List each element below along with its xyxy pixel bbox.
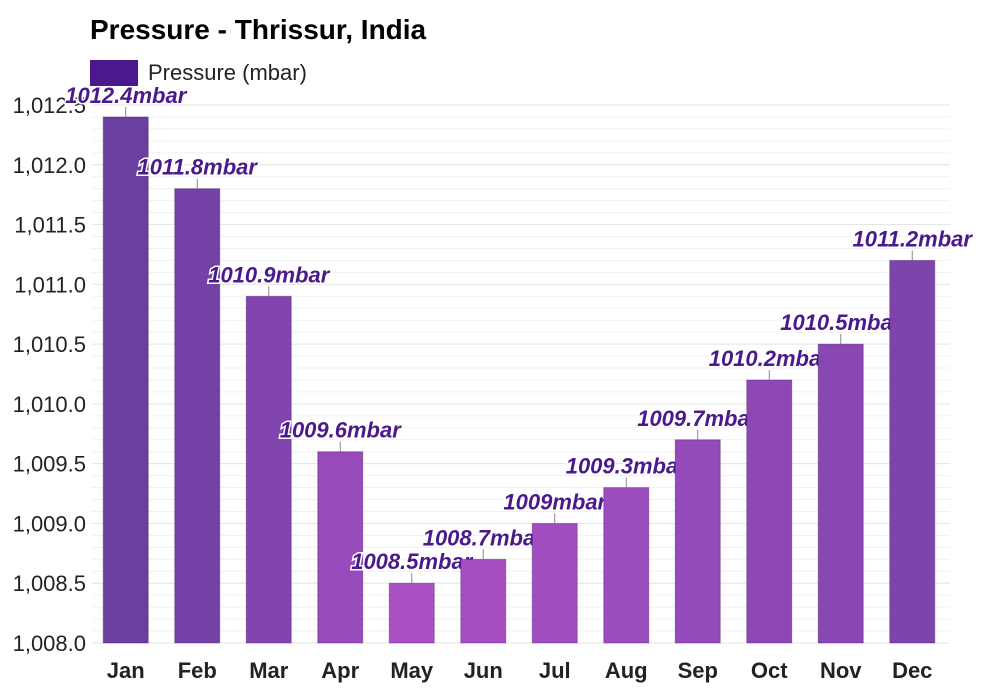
data-label: 1008.5mbar <box>351 549 474 574</box>
x-tick-label: Dec <box>892 658 932 683</box>
data-label: 1010.2mbar <box>709 346 832 371</box>
x-tick-label: Mar <box>249 658 289 683</box>
x-tick-label: Jun <box>464 658 503 683</box>
data-label: 1009.3mbar <box>566 454 689 479</box>
bar-jul <box>531 522 578 644</box>
bar-sep <box>674 439 721 644</box>
x-tick-label: Nov <box>820 658 862 683</box>
y-tick-label: 1,009.0 <box>13 511 86 536</box>
bar-feb <box>174 188 221 644</box>
y-tick-label: 1,008.5 <box>13 571 86 596</box>
data-label: 1009mbar <box>503 489 607 514</box>
bar-nov <box>817 343 864 644</box>
y-tick-label: 1,008.0 <box>13 631 86 656</box>
bar-apr <box>317 451 364 644</box>
y-tick-label: 1,010.5 <box>13 332 86 357</box>
bar-oct <box>746 379 793 644</box>
x-tick-label: Aug <box>605 658 648 683</box>
chart-title: Pressure - Thrissur, India <box>90 14 427 45</box>
bar-aug <box>603 487 650 644</box>
data-label: 1010.9mbar <box>208 262 331 287</box>
data-label: 1010.5mbar <box>780 310 903 335</box>
x-tick-label: Jul <box>539 658 571 683</box>
data-label: 1008.7mbar <box>423 525 546 550</box>
legend[interactable]: Pressure (mbar) <box>90 60 307 86</box>
bar-dec <box>889 259 936 644</box>
data-label: 1009.6mbar <box>280 418 403 443</box>
bar-mar <box>245 295 292 644</box>
x-tick-label: Jan <box>107 658 145 683</box>
data-label: 1012.4mbar <box>65 83 188 108</box>
x-tick-label: Oct <box>751 658 788 683</box>
legend-label: Pressure (mbar) <box>148 60 307 85</box>
y-tick-label: 1,009.5 <box>13 452 86 477</box>
bar-jun <box>460 558 507 644</box>
x-tick-label: Sep <box>678 658 718 683</box>
bar-jan <box>102 116 149 644</box>
x-tick-label: May <box>390 658 434 683</box>
y-tick-label: 1,012.5 <box>13 93 86 118</box>
data-label: 1011.8mbar <box>138 155 259 180</box>
x-tick-label: Apr <box>321 658 359 683</box>
y-tick-label: 1,012.0 <box>13 153 86 178</box>
y-tick-label: 1,011.0 <box>14 272 86 297</box>
x-tick-label: Feb <box>178 658 217 683</box>
data-label: 1009.7mbar <box>637 406 760 431</box>
y-tick-label: 1,011.5 <box>14 213 86 238</box>
y-tick-label: 1,010.0 <box>13 392 86 417</box>
bar-may <box>388 582 435 644</box>
legend-swatch <box>90 60 138 86</box>
data-label: 1011.2mbar <box>853 226 974 251</box>
